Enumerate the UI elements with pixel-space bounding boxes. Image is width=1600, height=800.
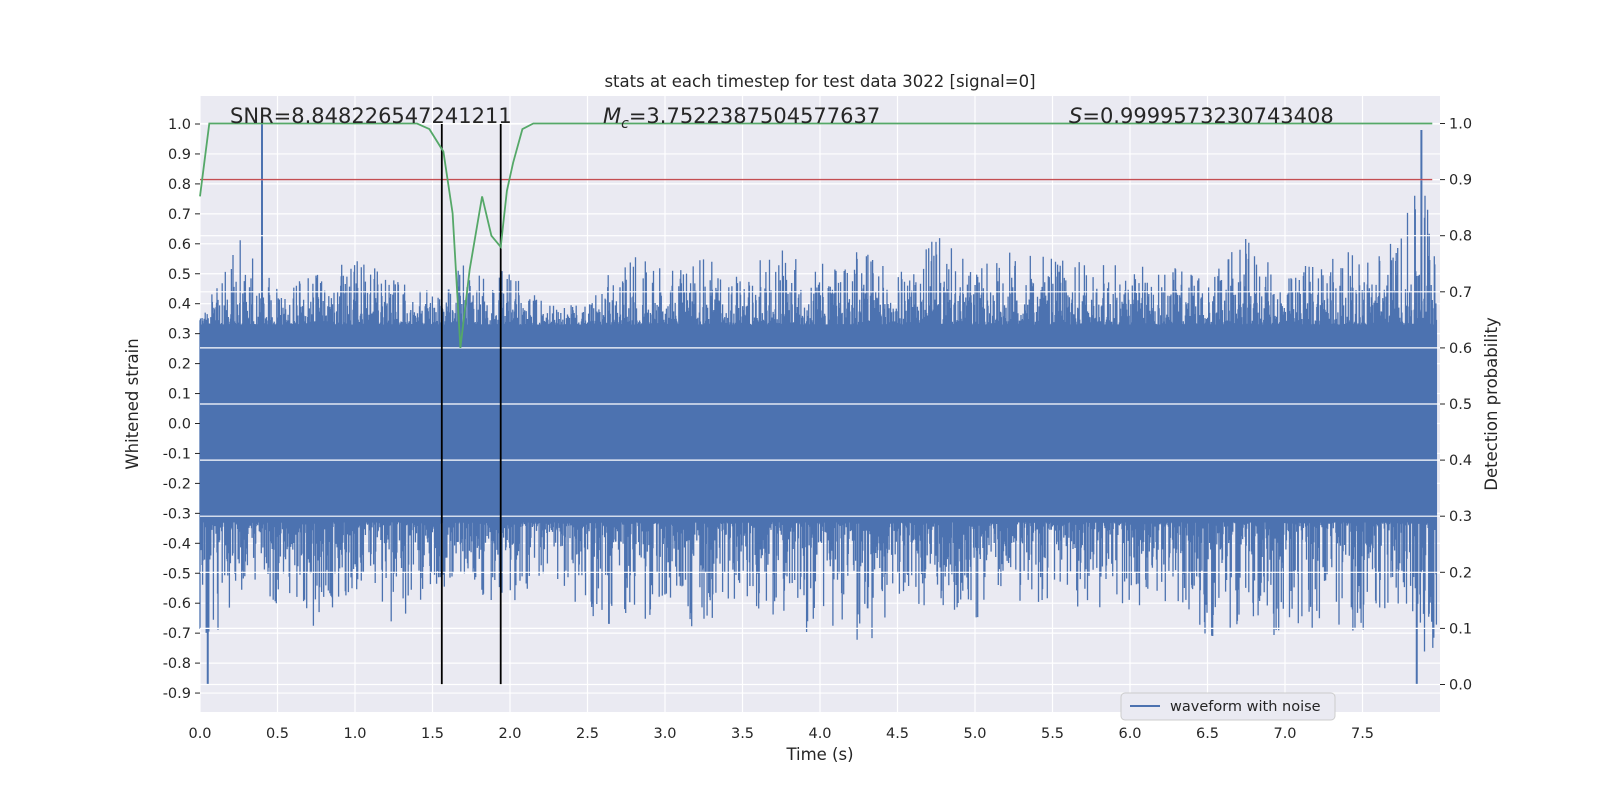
x-tick-label: 6.0 [1118, 726, 1141, 742]
y-tick-label: 0.6 [168, 237, 191, 253]
x-tick-label: 4.0 [808, 726, 831, 742]
x-tick-label: 7.5 [1351, 726, 1374, 742]
y-tick-label: -0.3 [163, 506, 191, 522]
y-tick-label: -0.2 [163, 476, 191, 492]
chart-title: stats at each timestep for test data 302… [604, 72, 1035, 91]
waveform-core-band [200, 324, 1437, 523]
y-tick-label: -0.9 [163, 686, 191, 702]
y-tick-label: 0.1 [168, 387, 191, 403]
y-tick-label: 1.0 [168, 117, 191, 133]
snr-annotation: SNR=8.848226547241211 [230, 104, 512, 128]
waveform-series [199, 124, 1438, 685]
x-tick-label: 1.0 [343, 726, 366, 742]
y-tick-label: 0.2 [168, 357, 191, 373]
y-tick-label: -0.8 [163, 656, 191, 672]
y2-tick-label: 1.0 [1449, 117, 1472, 133]
y2-tick-label: 0.7 [1449, 285, 1472, 301]
y2-tick-label: 0.3 [1449, 509, 1472, 525]
y-tick-label: -0.4 [163, 536, 191, 552]
x-tick-label: 0.0 [188, 726, 211, 742]
y2-tick-label: 0.1 [1449, 621, 1472, 637]
y-tick-label: 0.4 [168, 297, 191, 313]
x-tick-label: 7.0 [1273, 726, 1296, 742]
detection-probability-line [199, 122, 1433, 349]
y-axis-ticks: 1.0 0.9 0.8 0.7 0.6 0.5 0.4 0.3 0.2 0.1 0.0 -0.1 -0.… [163, 117, 200, 702]
y-tick-label: 0.8 [168, 177, 191, 193]
y2-tick-label: 0.8 [1449, 229, 1472, 245]
y2-axis-ticks: 1.0 0.9 0.8 0.7 0.6 0.5 0.4 0.3 0.2 0.1 0.0 [1440, 117, 1472, 694]
x-tick-label: 3.0 [653, 726, 676, 742]
y-tick-label: -0.7 [163, 626, 191, 642]
x-tick-label: 5.0 [963, 726, 986, 742]
x-tick-label: 5.5 [1041, 726, 1064, 742]
y2-tick-label: 0.0 [1449, 678, 1472, 694]
y-tick-label: 0.7 [168, 207, 191, 223]
x-axis-label: Time (s) [785, 745, 853, 764]
y2-tick-label: 0.9 [1449, 173, 1472, 189]
y-axis-label: Whitened strain [123, 338, 142, 469]
y-tick-label: -0.5 [163, 566, 191, 582]
x-tick-label: 3.5 [731, 726, 754, 742]
y-tick-label: -0.6 [163, 596, 191, 612]
y-tick-label: 0.5 [168, 267, 191, 283]
legend: waveform with noise [1120, 692, 1336, 721]
x-axis-ticks: 0.0 0.5 1.0 1.5 2.0 2.5 3.0 3.5 4.0 4.5 5.0 5.5 6.0 6… [188, 726, 1374, 742]
x-tick-label: 2.0 [498, 726, 521, 742]
y-tick-label: 0.3 [168, 327, 191, 343]
overlay-lines [199, 122, 1433, 685]
y2-tick-label: 0.4 [1449, 453, 1472, 469]
x-tick-label: 6.5 [1196, 726, 1219, 742]
y2-tick-label: 0.6 [1449, 341, 1472, 357]
y2-tick-label: 0.5 [1449, 397, 1472, 413]
y2-axis-label: Detection probability [1482, 317, 1501, 491]
legend-box [1120, 692, 1336, 721]
y-tick-label: 0.9 [168, 147, 191, 163]
x-tick-label: 0.5 [266, 726, 289, 742]
legend-label-waveform: waveform with noise [1170, 699, 1321, 715]
y-tick-label: -0.1 [163, 446, 191, 462]
x-tick-label: 2.5 [576, 726, 599, 742]
s-annotation: S=0.9999573230743408 [1069, 104, 1334, 128]
y2-tick-label: 0.2 [1449, 565, 1472, 581]
chirp-mass-annotation: Mc=3.7522387504577637 [603, 104, 880, 132]
y-tick-label: 0.0 [168, 417, 191, 433]
x-tick-label: 4.5 [886, 726, 909, 742]
x-tick-label: 1.5 [421, 726, 444, 742]
